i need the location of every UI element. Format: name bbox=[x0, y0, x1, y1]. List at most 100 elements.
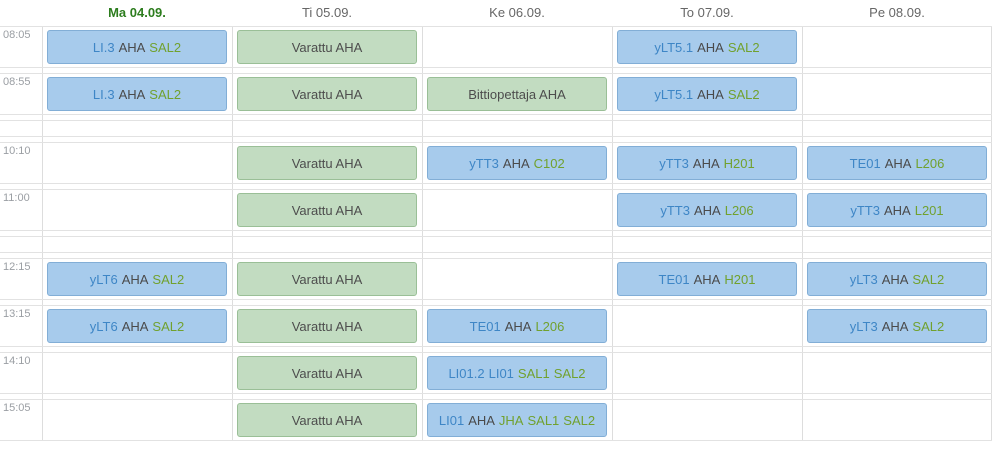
column-divider-line bbox=[422, 26, 423, 441]
day-cell bbox=[42, 190, 232, 230]
time-label: 12:15 bbox=[3, 261, 31, 273]
day-cell bbox=[422, 190, 612, 230]
lesson-event-card[interactable]: yTT3 AHA L206 bbox=[617, 193, 797, 227]
day-cell bbox=[802, 400, 992, 440]
lesson-event-card[interactable]: TE01 AHA H201 bbox=[617, 262, 797, 296]
reserved-event-card[interactable]: Varattu AHA bbox=[237, 193, 417, 227]
day-cell bbox=[422, 121, 612, 136]
lesson-event-card[interactable]: yLT6 AHA SAL2 bbox=[47, 309, 227, 343]
day-cell: LI.3 AHA SAL2 bbox=[42, 74, 232, 114]
lesson-event-card[interactable]: yLT5.1 AHA SAL2 bbox=[617, 30, 797, 64]
event-text-part-teacher: AHA bbox=[697, 39, 724, 55]
event-text-part-course: yLT6 bbox=[89, 271, 118, 287]
day-header-4: To 07.09. bbox=[680, 5, 734, 20]
day-cell bbox=[422, 259, 612, 299]
day-header-5: Pe 08.09. bbox=[869, 5, 925, 20]
reserved-event-card[interactable]: Varattu AHA bbox=[237, 309, 417, 343]
event-text-part-teacher: AHA bbox=[697, 86, 724, 102]
lesson-event-card[interactable]: yLT3 AHA SAL2 bbox=[807, 262, 987, 296]
event-text-part-teacher: AHA bbox=[118, 39, 146, 55]
event-text-part-course: LI01 bbox=[488, 365, 514, 381]
lesson-event-card[interactable]: LI.3 AHA SAL2 bbox=[47, 77, 227, 111]
day-cell: yLT5.1 AHA SAL2 bbox=[612, 27, 802, 67]
day-cell: Varattu AHA bbox=[232, 143, 422, 183]
lesson-event-card[interactable]: yLT5.1 AHA SAL2 bbox=[617, 77, 797, 111]
column-divider-line bbox=[991, 26, 992, 441]
event-text-part-teacher: AHA bbox=[693, 271, 721, 287]
event-text-part-room: SAL2 bbox=[149, 86, 182, 102]
reserved-event-card[interactable]: Varattu AHA bbox=[237, 262, 417, 296]
event-text-part-course: TE01 bbox=[849, 155, 881, 171]
day-cell: yLT5.1 AHA SAL2 bbox=[612, 74, 802, 114]
event-text-part-teacher: AHA bbox=[502, 155, 530, 171]
day-cell: Varattu AHA bbox=[232, 27, 422, 67]
event-text-part-course: yLT6 bbox=[89, 318, 118, 334]
lesson-event-card[interactable]: yTT3 AHA C102 bbox=[427, 146, 607, 180]
day-cell bbox=[802, 237, 992, 252]
day-cell bbox=[612, 353, 802, 393]
event-text-part-course: yLT3 bbox=[849, 318, 878, 334]
timetable-grid: 08:05 LI.3 AHA SAL2 Varattu AHA yLT5.1 AHA SAL2… bbox=[0, 26, 992, 441]
event-text-part-room: SAL1 bbox=[517, 365, 550, 381]
event-text-part-course: LI01.2 bbox=[448, 365, 485, 381]
lesson-event-card[interactable]: TE01 AHA L206 bbox=[427, 309, 607, 343]
event-text-part-teacher: AHA bbox=[121, 271, 149, 287]
reserved-event-card[interactable]: Varattu AHA bbox=[237, 403, 417, 437]
day-cell bbox=[232, 121, 422, 136]
lesson-event-card[interactable]: LI.3 AHA SAL2 bbox=[47, 30, 227, 64]
day-cell: Varattu AHA bbox=[232, 190, 422, 230]
day-cell: yTT3 AHA L206 bbox=[612, 190, 802, 230]
column-divider-line bbox=[232, 26, 233, 441]
time-label: 14:10 bbox=[3, 355, 31, 367]
day-cell bbox=[612, 400, 802, 440]
event-text-part-teacher: AHA bbox=[883, 202, 911, 218]
day-cell bbox=[42, 400, 232, 440]
reserved-event-card[interactable]: Bittiopettaja AHA bbox=[427, 77, 607, 111]
day-cell bbox=[42, 353, 232, 393]
event-text-part-course: yLT3 bbox=[849, 271, 878, 287]
event-text-part-course: yTT3 bbox=[469, 155, 499, 171]
event-text-part-room: L206 bbox=[915, 155, 945, 171]
day-cell: LI01 AHA JHA SAL1 SAL2 bbox=[422, 400, 612, 440]
day-cell bbox=[802, 74, 992, 114]
event-text-part-room: C102 bbox=[533, 155, 565, 171]
reserved-event-card[interactable]: Varattu AHA bbox=[237, 30, 417, 64]
lesson-event-card[interactable]: yLT6 AHA SAL2 bbox=[47, 262, 227, 296]
event-text-part-room: SAL2 bbox=[563, 412, 596, 428]
day-cell: Varattu AHA bbox=[232, 306, 422, 346]
event-text-part-course: yTT3 bbox=[660, 202, 690, 218]
day-cell: yLT6 AHA SAL2 bbox=[42, 259, 232, 299]
event-text-part-room: L206 bbox=[535, 318, 565, 334]
timetable-row: 08:55 LI.3 AHA SAL2 Varattu AHA Bittiopettaja… bbox=[0, 73, 992, 115]
day-cell: Varattu AHA bbox=[232, 74, 422, 114]
day-cell: LI.3 AHA SAL2 bbox=[42, 27, 232, 67]
day-header-1: Ma 04.09. bbox=[108, 5, 166, 20]
lesson-event-card[interactable]: yTT3 AHA H201 bbox=[617, 146, 797, 180]
lesson-event-card[interactable]: LI01.2 LI01 SAL1 SAL2 bbox=[427, 356, 607, 390]
event-text-part-course: LI.3 bbox=[92, 39, 115, 55]
event-text-part-room: H201 bbox=[723, 155, 755, 171]
reserved-event-card[interactable]: Varattu AHA bbox=[237, 77, 417, 111]
timetable-row: 13:15 yLT6 AHA SAL2 Varattu AHA TE01 AHA L206 yL… bbox=[0, 305, 992, 347]
day-cell: TE01 AHA L206 bbox=[802, 143, 992, 183]
day-cell: TE01 AHA H201 bbox=[612, 259, 802, 299]
reserved-event-card[interactable]: Varattu AHA bbox=[237, 356, 417, 390]
lesson-event-card[interactable]: yTT3 AHA L201 bbox=[807, 193, 987, 227]
event-text-part-course: yTT3 bbox=[850, 202, 880, 218]
day-cell bbox=[232, 237, 422, 252]
reserved-event-card[interactable]: Varattu AHA bbox=[237, 146, 417, 180]
day-cell bbox=[42, 121, 232, 136]
event-text-part-teacher: AHA bbox=[118, 86, 146, 102]
day-header-2: Ti 05.09. bbox=[301, 5, 353, 20]
day-cell bbox=[802, 353, 992, 393]
time-label: 10:10 bbox=[3, 145, 31, 157]
day-cell bbox=[422, 27, 612, 67]
event-text-part-room: H201 bbox=[724, 271, 756, 287]
lesson-event-card[interactable]: TE01 AHA L206 bbox=[807, 146, 987, 180]
event-text-part-plain: Varattu AHA bbox=[291, 412, 363, 428]
day-cell bbox=[612, 237, 802, 252]
lesson-event-card[interactable]: yLT3 AHA SAL2 bbox=[807, 309, 987, 343]
event-text-part-teacher: AHA bbox=[121, 318, 149, 334]
lesson-event-card[interactable]: LI01 AHA JHA SAL1 SAL2 bbox=[427, 403, 607, 437]
time-label: 08:05 bbox=[3, 29, 31, 41]
